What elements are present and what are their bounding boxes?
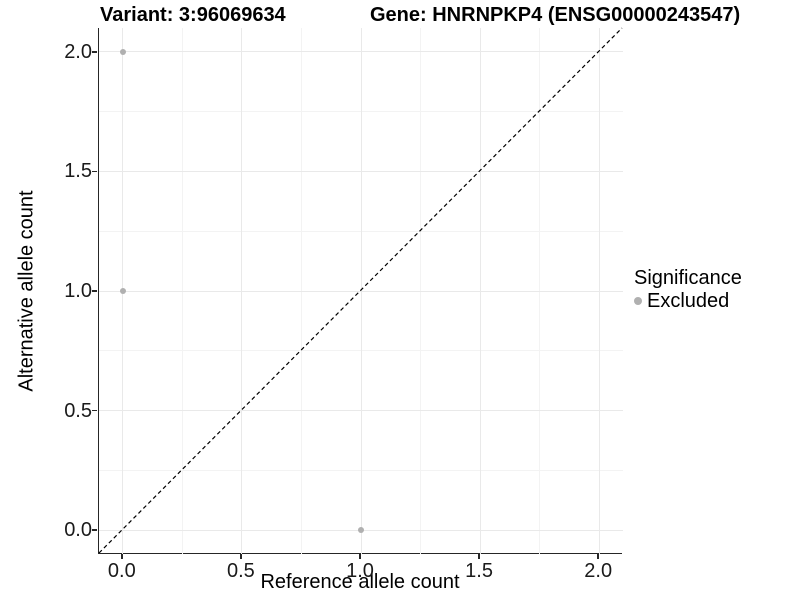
legend-item: Excluded (634, 290, 742, 312)
data-point (119, 288, 126, 294)
plot-panel (98, 27, 623, 554)
y-major-gridline (99, 51, 623, 53)
y-tick-label: 0.0 (64, 519, 92, 542)
x-tick-mark (359, 554, 361, 559)
y-tick-label: 1.0 (64, 280, 92, 302)
y-major-gridline (99, 290, 623, 292)
y-tick-mark (91, 51, 97, 53)
x-tick-label: 0.0 (107, 560, 136, 582)
legend-item-label: Excluded (647, 290, 730, 312)
y-tick-label: 0.5 (64, 399, 92, 422)
y-tick-label: 2.0 (64, 40, 92, 63)
x-tick-label: 0.5 (227, 560, 255, 582)
y-tick-mark (91, 529, 97, 531)
data-point (119, 48, 126, 55)
y-major-gridline (99, 410, 623, 412)
x-tick-mark (478, 554, 480, 559)
x-axis-title: Reference allele count (260, 571, 460, 593)
x-tick-label: 1.5 (465, 560, 493, 582)
y-tick-mark (91, 170, 97, 173)
y-major-gridline (99, 170, 623, 172)
legend-point-swatch (634, 297, 642, 305)
gene-title: Gene: HNRNPKP4 (ENSG00000243547) (370, 4, 741, 26)
y-tick-mark (91, 409, 97, 412)
legend: Significance Excluded (634, 267, 742, 312)
variant-title: Variant: 3:96069634 (100, 4, 286, 26)
x-tick-mark (597, 554, 599, 559)
y-tick-label: 1.5 (64, 160, 92, 183)
legend-title: Significance (634, 267, 742, 289)
x-tick-mark (240, 554, 242, 559)
x-tick-label: 1.0 (346, 560, 374, 582)
x-tick-label: 2.0 (584, 560, 613, 582)
legend-items: Excluded (634, 290, 742, 312)
x-tick-mark (121, 554, 123, 559)
identity-line (98, 27, 623, 554)
y-tick-mark (91, 290, 97, 292)
data-point (358, 527, 364, 534)
